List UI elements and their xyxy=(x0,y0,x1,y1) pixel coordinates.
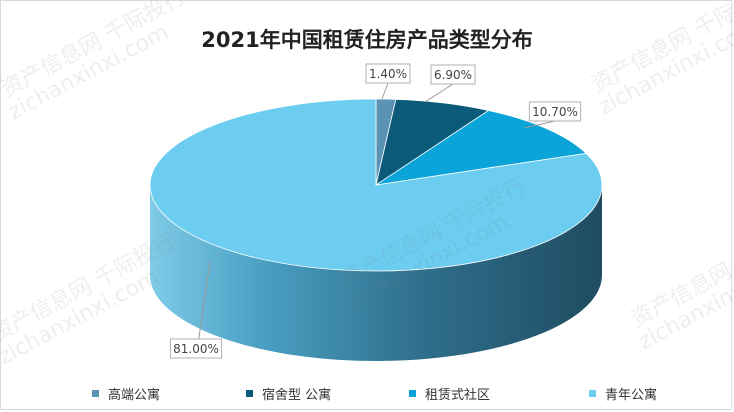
legend-item-0: 高端公寓 xyxy=(92,384,160,403)
data-label-0: 1.40% xyxy=(369,67,407,81)
data-label-box-2 xyxy=(528,101,582,122)
data-label-box-3 xyxy=(169,338,223,359)
legend-item-3: 青年公寓 xyxy=(589,384,657,403)
data-label-box-1 xyxy=(430,64,476,85)
legend-label-3: 青年公寓 xyxy=(605,388,658,403)
pie-side-wall xyxy=(150,185,602,361)
data-label-leader-0 xyxy=(381,82,389,100)
data-label-box-0 xyxy=(365,63,411,84)
legend-swatch-0 xyxy=(92,390,99,397)
data-label-leader-1 xyxy=(424,83,454,103)
pie-slice-2 xyxy=(375,110,587,186)
data-label-2: 10.70% xyxy=(532,105,578,119)
chart-title: 2021年中国租赁住房产品类型分布 xyxy=(201,28,533,52)
data-label-3: 81.00% xyxy=(173,342,219,356)
legend-swatch-3 xyxy=(589,390,596,397)
legend-item-1: 宿舍型 公寓 xyxy=(246,384,331,403)
pie-slice-3 xyxy=(149,98,603,272)
legend-swatch-2 xyxy=(409,390,416,397)
data-label-leader-2 xyxy=(523,120,556,129)
legend-label-0: 高端公寓 xyxy=(108,388,161,403)
data-label-1: 6.90% xyxy=(434,68,472,82)
legend-label-1: 宿舍型 公寓 xyxy=(262,388,332,403)
legend-swatch-1 xyxy=(246,390,253,397)
legend-label-2: 租赁式社区 xyxy=(425,388,491,403)
legend-item-2: 租赁式社区 xyxy=(409,384,490,403)
chart-legend: 高端公寓 宿舍型 公寓 租赁式社区 青年公寓 xyxy=(0,384,734,406)
